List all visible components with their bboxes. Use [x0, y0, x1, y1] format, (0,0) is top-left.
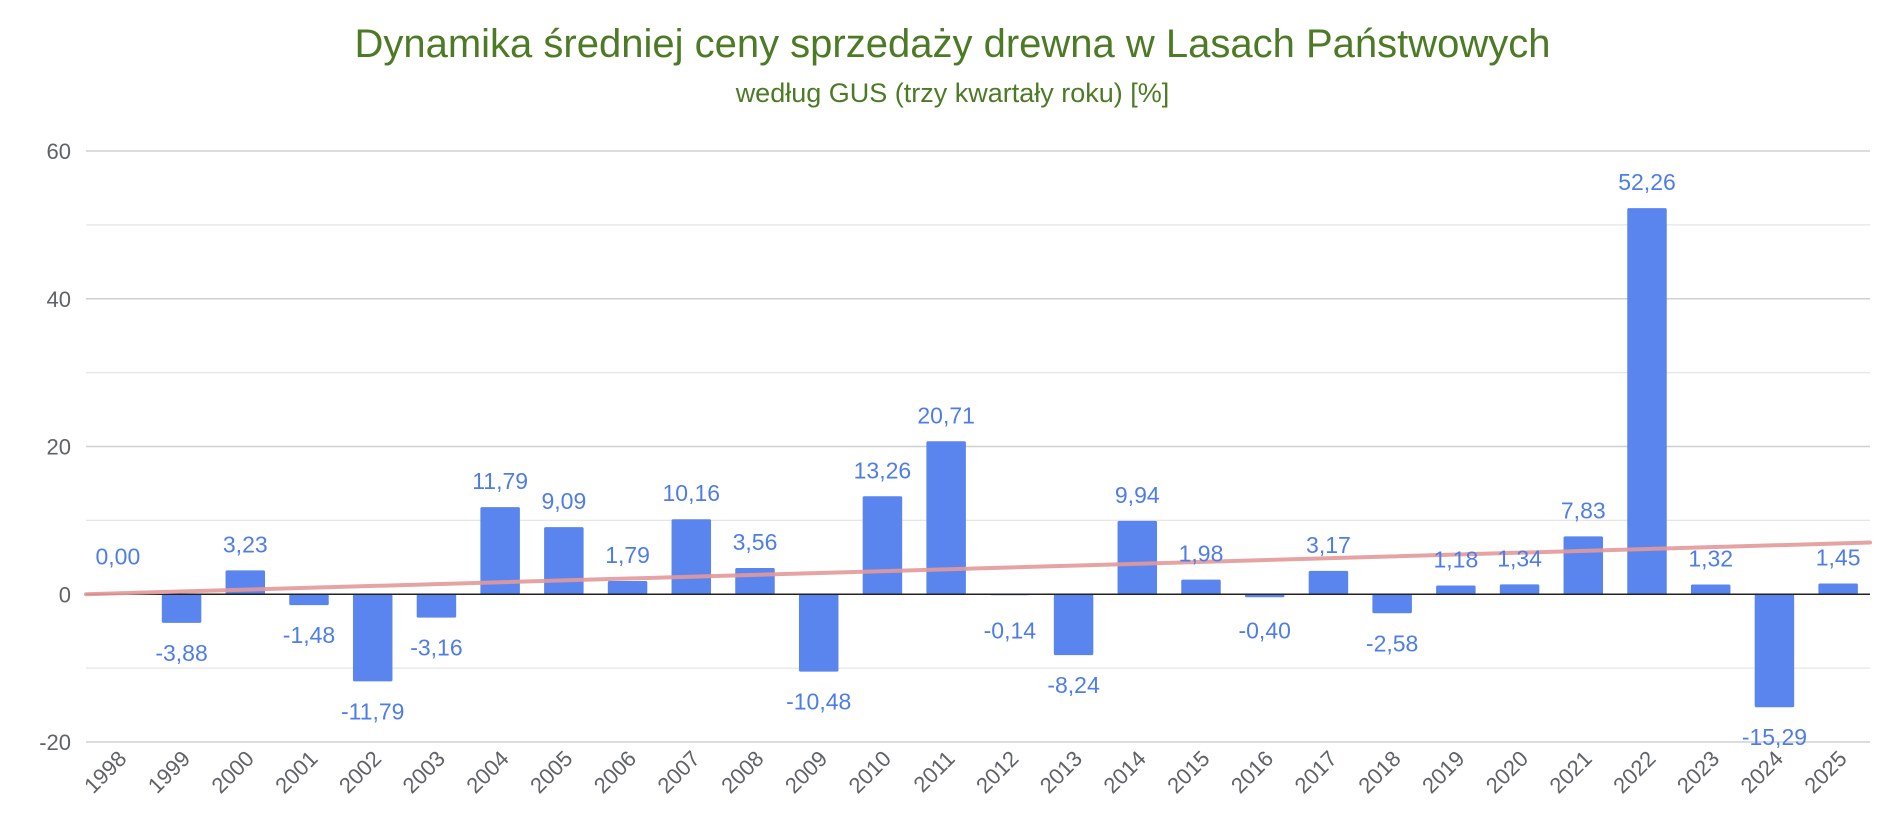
data-label-2000: 3,23 [223, 531, 268, 557]
bar-2020 [1499, 584, 1540, 595]
x-tick-label: 2002 [334, 746, 386, 798]
x-tick-label: 2003 [398, 746, 450, 798]
chart-subtitle: według GUS (trzy kwartały roku) [%] [735, 78, 1170, 108]
data-label-2025: 1,45 [1816, 545, 1861, 571]
data-label-2010: 13,26 [854, 457, 912, 483]
bar-2004 [480, 507, 520, 595]
bar-2006 [607, 581, 648, 595]
bar-2007 [671, 519, 712, 595]
data-label-2022: 52,26 [1618, 169, 1676, 195]
data-label-2008: 3,56 [733, 529, 778, 555]
y-tick-label: 20 [47, 435, 71, 460]
x-tick-label: 2017 [1290, 746, 1342, 798]
x-tick-label: 2008 [716, 746, 768, 798]
data-label-2018: -2,58 [1366, 630, 1418, 656]
data-label-2011: 20,71 [917, 402, 975, 428]
x-tick-label: 2006 [589, 746, 641, 798]
data-label-2024: -15,29 [1742, 724, 1807, 750]
bar-2017 [1308, 570, 1349, 595]
bar-2019 [1436, 585, 1476, 595]
x-tick-label: 2016 [1226, 746, 1278, 798]
data-label-2019: 1,18 [1433, 547, 1478, 573]
data-label-2016: -0,40 [1238, 617, 1290, 643]
data-label-2007: 10,16 [663, 480, 721, 506]
bar-2010 [862, 496, 903, 595]
data-label-1998: 0,00 [95, 543, 140, 569]
data-label-2004: 11,79 [472, 468, 528, 494]
x-tick-label: 2019 [1417, 746, 1469, 798]
x-tick-label: 2000 [207, 746, 259, 798]
data-label-2005: 9,09 [541, 488, 586, 514]
x-tick-label: 2005 [525, 746, 577, 798]
x-tick-label: 2024 [1736, 746, 1788, 798]
y-tick-label: 60 [47, 139, 71, 164]
data-label-2009: -10,48 [786, 689, 851, 715]
bar-2018 [1372, 594, 1412, 614]
x-tick-label: 2012 [971, 746, 1023, 798]
bar-2002 [352, 594, 393, 682]
data-label-2013: -8,24 [1047, 672, 1100, 698]
x-tick-label: 2025 [1799, 746, 1851, 798]
bar-1999 [161, 594, 202, 623]
data-label-2021: 7,83 [1561, 497, 1606, 523]
bar-2024 [1754, 594, 1795, 708]
bar-2014 [1117, 520, 1158, 595]
x-tick-label: 2014 [1099, 746, 1151, 798]
bar-2003 [416, 594, 457, 618]
data-label-2015: 1,98 [1179, 541, 1224, 567]
data-label-2001: -1,48 [283, 622, 335, 648]
y-tick-label: -20 [39, 730, 71, 755]
y-tick-label: 0 [59, 582, 71, 607]
data-label-2020: 1,34 [1497, 545, 1542, 571]
bar-2022 [1627, 208, 1667, 595]
x-tick-label: 1998 [79, 746, 131, 798]
bar-2008 [735, 567, 775, 595]
data-label-2014: 9,94 [1115, 482, 1160, 508]
x-tick-label: 2015 [1162, 746, 1214, 798]
data-label-2012: -0,14 [984, 617, 1037, 643]
bar-2015 [1181, 579, 1221, 595]
data-label-2023: 1,32 [1688, 545, 1733, 571]
x-tick-label: 2021 [1545, 746, 1597, 798]
bar-2023 [1690, 584, 1731, 595]
x-tick-label: 2018 [1353, 746, 1405, 798]
data-label-2017: 3,17 [1306, 532, 1351, 558]
bar-2025 [1818, 583, 1858, 595]
x-tick-label: 2009 [780, 746, 832, 798]
x-tick-label: 2023 [1672, 746, 1724, 798]
y-tick-label: 40 [47, 287, 71, 312]
bar-2011 [926, 441, 966, 595]
data-label-1999: -3,88 [155, 640, 207, 666]
bar-2005 [544, 527, 584, 595]
bar-2001 [289, 594, 329, 606]
x-tick-label: 2007 [653, 746, 705, 798]
bar-2021 [1563, 536, 1604, 595]
trendline [84, 540, 1872, 597]
bar-2009 [798, 594, 839, 672]
x-tick-label: 2011 [909, 746, 960, 797]
x-tick-label: 2004 [461, 746, 513, 798]
x-tick-label: 2022 [1608, 746, 1660, 798]
data-label-2002: -11,79 [341, 698, 405, 724]
x-tick-label: 2020 [1481, 746, 1533, 798]
data-label-2003: -3,16 [410, 635, 462, 661]
chart-title: Dynamika średniej ceny sprzedaży drewna … [354, 22, 1551, 66]
x-tick-label: 2010 [844, 746, 896, 798]
data-label-2006: 1,79 [605, 542, 650, 568]
x-tick-label: 2013 [1035, 746, 1087, 798]
x-tick-label: 1999 [143, 746, 195, 798]
x-tick-label: 2001 [270, 746, 322, 798]
bar-2013 [1053, 594, 1094, 656]
